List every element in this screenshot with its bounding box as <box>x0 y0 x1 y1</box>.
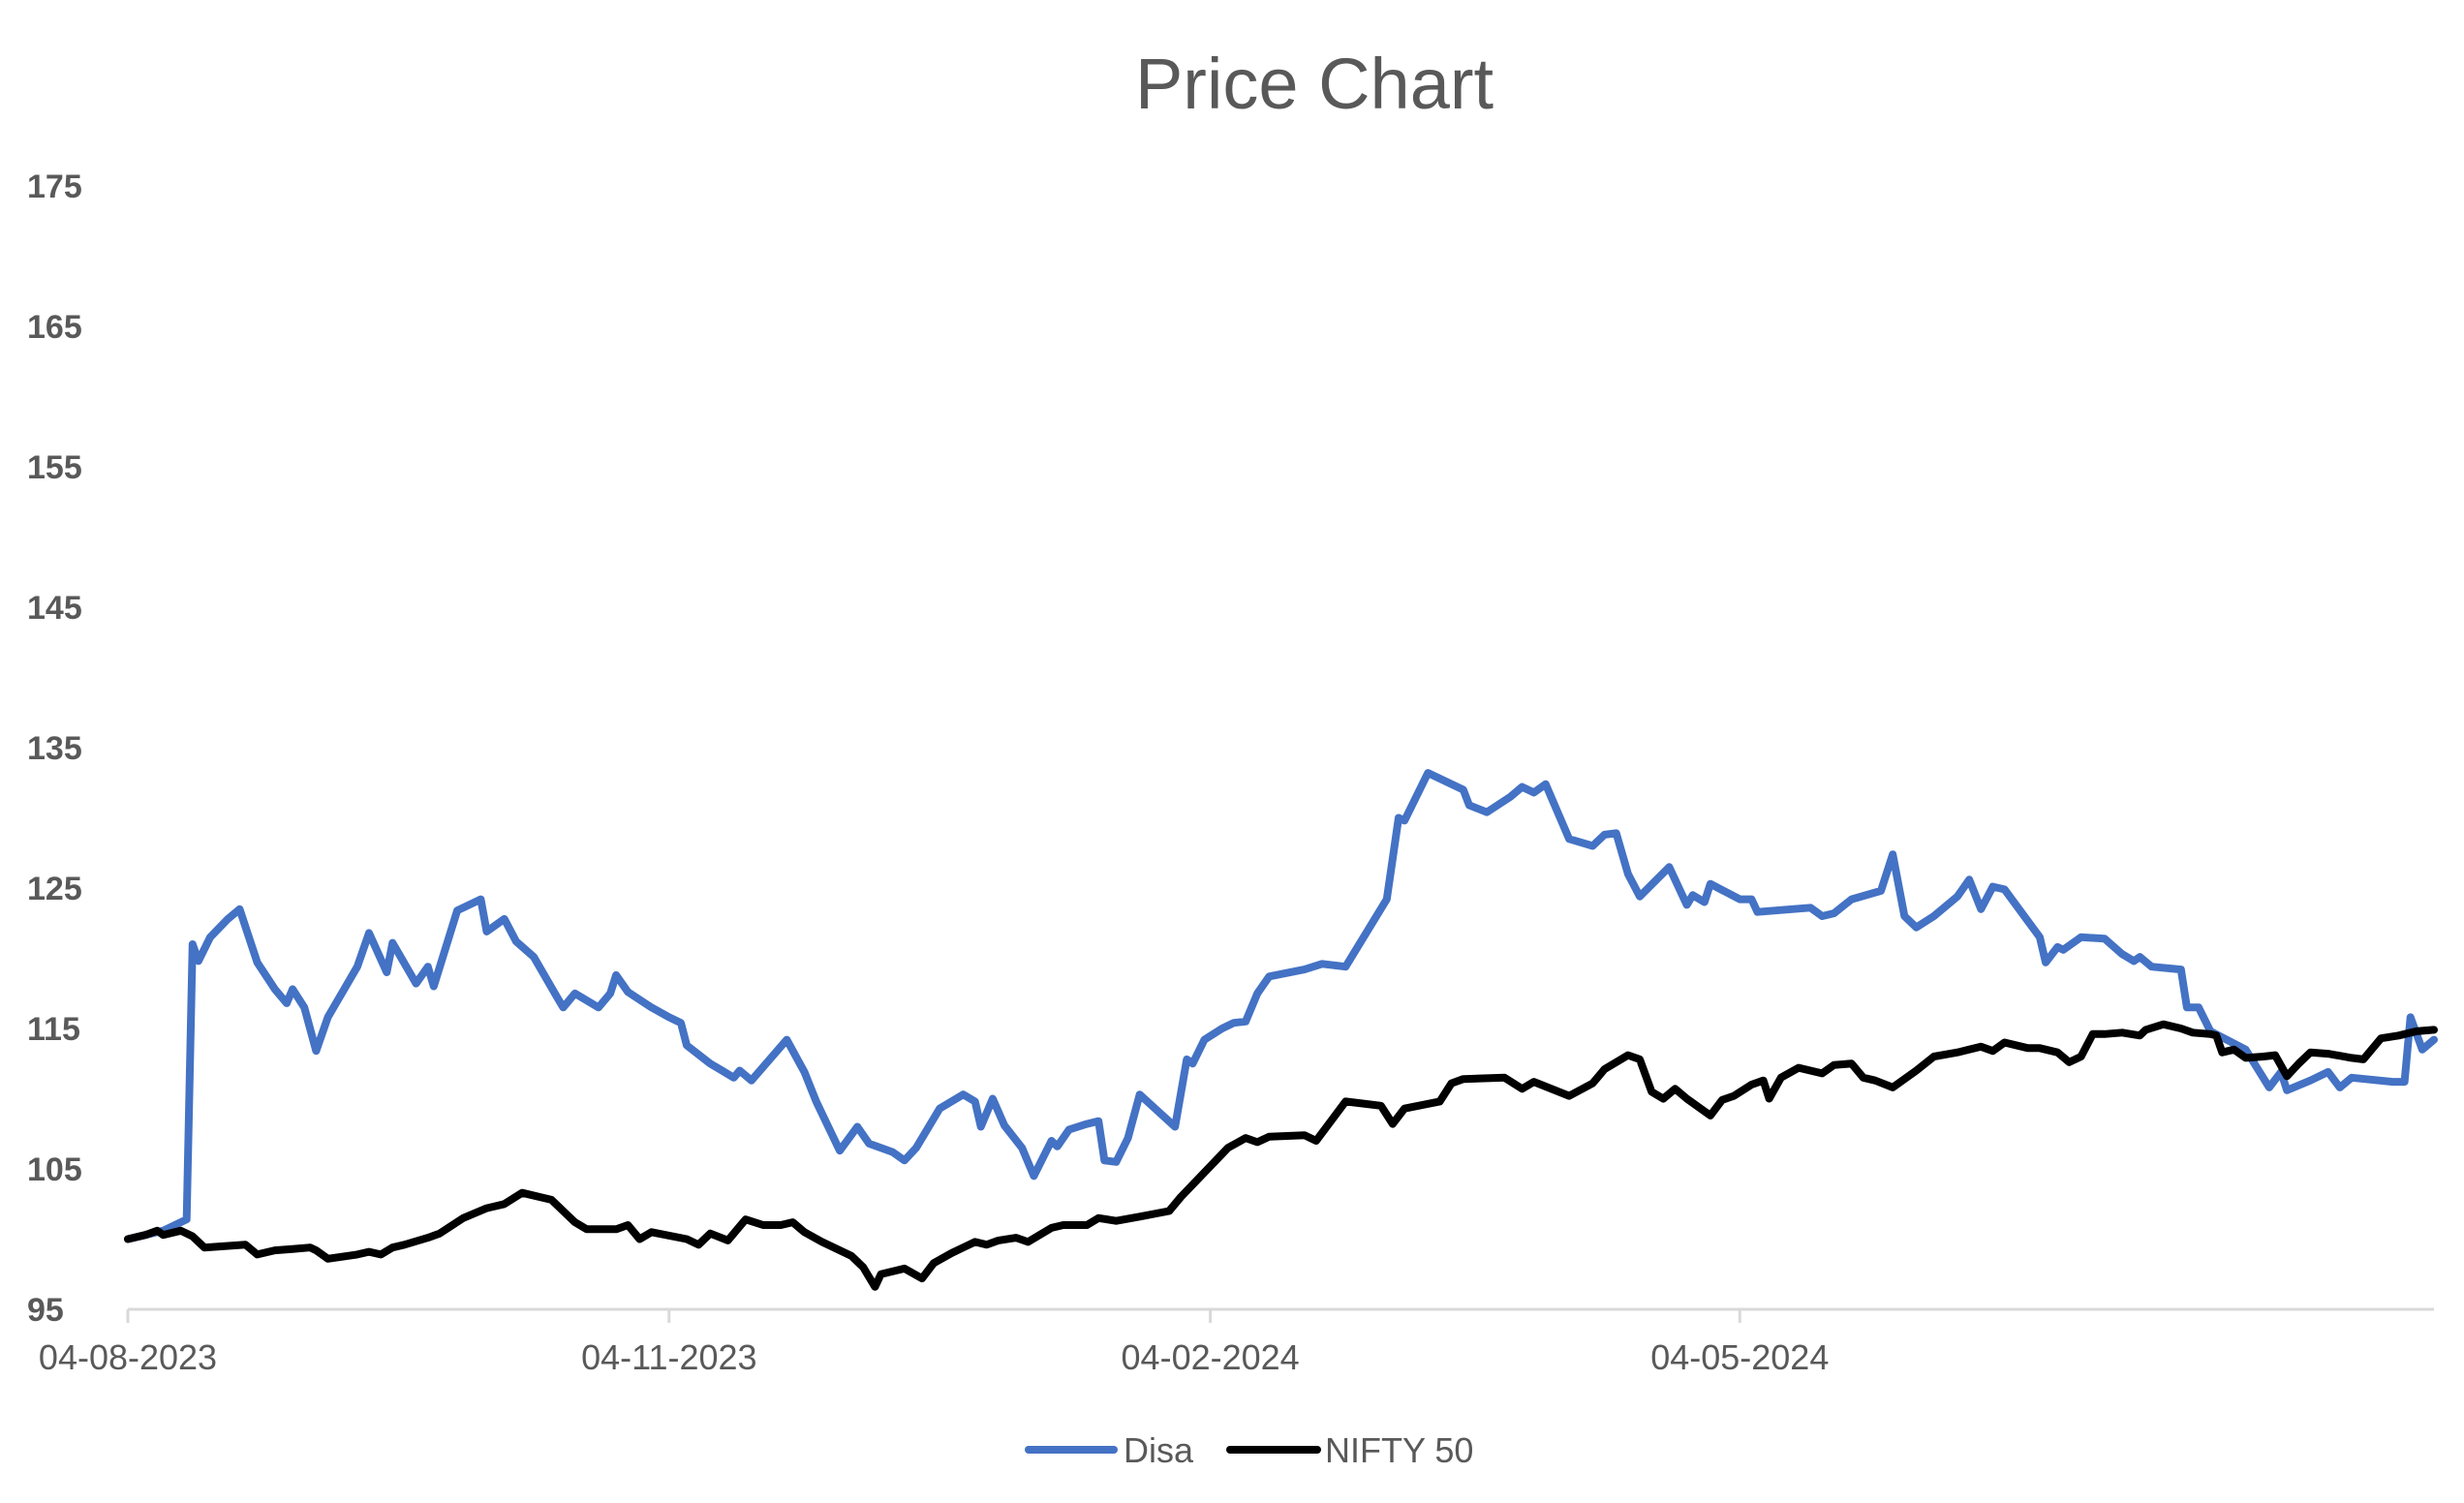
x-tick-label: 04-08-2023 <box>39 1337 217 1377</box>
y-tick-label: 165 <box>27 309 82 346</box>
y-tick-label: 125 <box>27 871 82 907</box>
series-layer <box>124 769 2438 1291</box>
x-axis: 04-08-2023 04-11-2023 04-02-2024 04-05-2024 <box>39 1307 2434 1377</box>
y-tick-label: 175 <box>27 169 82 205</box>
legend-label-disa: Disa <box>1124 1430 1194 1470</box>
series-line-disa <box>124 769 2438 1243</box>
y-tick-label: 115 <box>27 1011 80 1048</box>
y-tick-label: 105 <box>27 1151 82 1188</box>
legend: Disa NIFTY 50 <box>1025 1430 1473 1470</box>
y-axis: 95 105 115 125 135 145 155 165 175 <box>27 169 82 1329</box>
x-tick-label: 04-05-2024 <box>1650 1337 1829 1377</box>
y-tick-label: 135 <box>27 730 82 767</box>
series-line-nifty-50 <box>124 1020 2438 1291</box>
y-tick-label: 145 <box>27 590 82 627</box>
x-tick-label: 04-02-2024 <box>1122 1337 1300 1377</box>
x-tick-label: 04-11-2023 <box>581 1337 756 1377</box>
y-tick-label: 155 <box>27 449 82 486</box>
legend-label-nifty-50: NIFTY 50 <box>1325 1430 1473 1470</box>
y-tick-label: 95 <box>27 1292 64 1329</box>
chart-title: Price Chart <box>1135 44 1494 124</box>
